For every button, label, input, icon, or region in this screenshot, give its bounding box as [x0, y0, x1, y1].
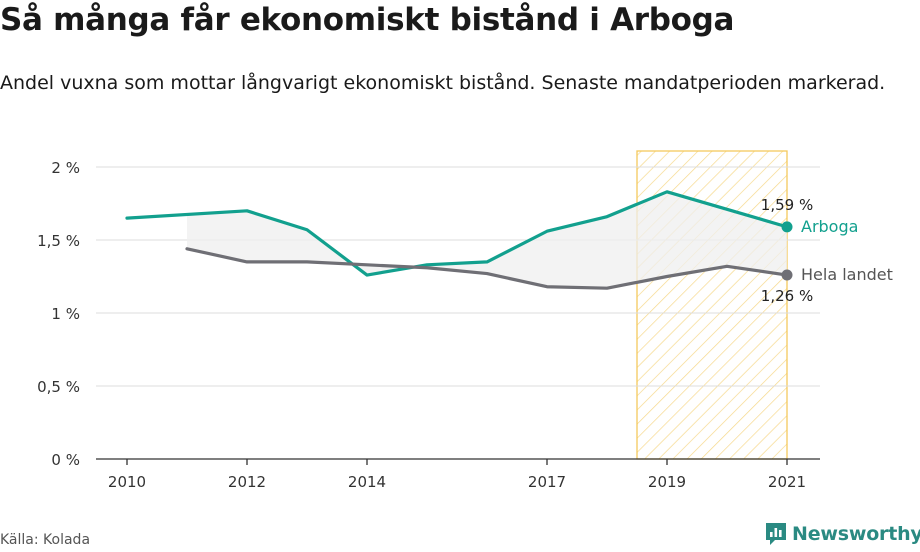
y-tick-label: 0 % [51, 451, 80, 469]
source-note: Källa: Kolada [0, 532, 91, 548]
x-tick-label: 2017 [528, 473, 566, 491]
difference-area [187, 191, 787, 289]
series-value-label: 1,59 % [761, 196, 813, 214]
series-name-label: Arboga [801, 217, 858, 236]
series-end-point-arboga [781, 221, 793, 233]
x-tick-label: 2012 [228, 473, 266, 491]
series-line-hela-landet [185, 247, 789, 290]
x-tick-label: 2010 [108, 473, 146, 491]
series-value-label: 1,26 % [761, 287, 813, 305]
newsworthy-logo-icon [766, 523, 786, 545]
y-tick-label: 1 % [51, 305, 80, 323]
x-tick-label: 2019 [648, 473, 686, 491]
chart-subtitle: Andel vuxna som mottar långvarigt ekonom… [0, 72, 886, 94]
y-tick-label: 0,5 % [37, 378, 80, 396]
x-tick-label: 2014 [348, 473, 386, 491]
series-line-arboga [125, 190, 789, 277]
series-name-label: Hela landet [801, 265, 893, 284]
y-tick-label: 1,5 % [37, 232, 80, 250]
newsworthy-brand: Newsworthy [764, 519, 920, 549]
brand-name: Newsworthy [792, 523, 920, 545]
y-tick-label: 2 % [51, 159, 80, 177]
chart-title: Så många får ekonomiskt bistånd i Arboga [0, 2, 735, 38]
x-tick-label: 2021 [768, 473, 806, 491]
series-end-point-hela-landet [781, 269, 793, 281]
